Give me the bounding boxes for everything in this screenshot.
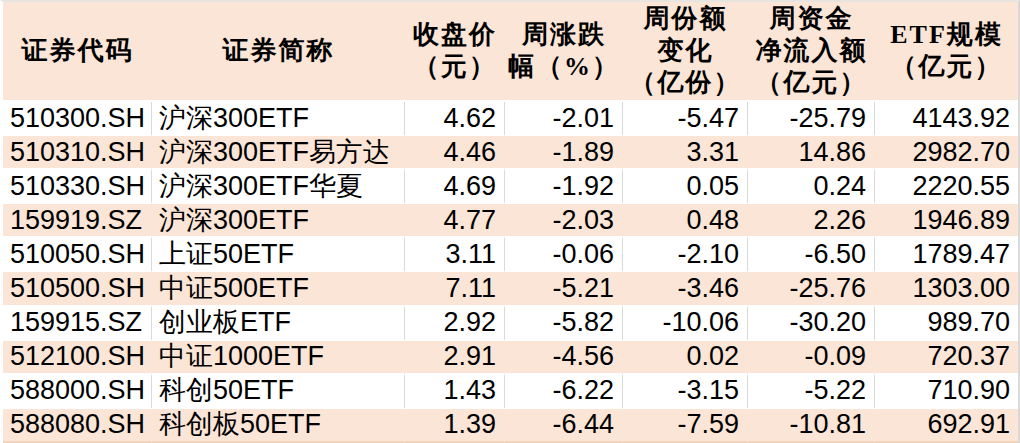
cell-close: 2.91 — [405, 341, 505, 375]
table-row: 510500.SH 中证500ETF 7.11 -5.21 -3.46 -25.… — [3, 272, 1018, 306]
column-header-code: 证券代码 — [3, 2, 152, 102]
cell-share-change: -5.47 — [623, 102, 748, 136]
cell-change-pct: -6.44 — [505, 409, 623, 443]
column-header-net-inflow: 周资金 净流入额 （亿元） — [748, 2, 875, 102]
cell-change-pct: -2.03 — [505, 204, 623, 238]
table-row: 588000.SH 科创50ETF 1.43 -6.22 -3.15 -5.22… — [3, 375, 1018, 409]
cell-name: 科创板50ETF — [152, 409, 405, 443]
cell-change-pct: -6.22 — [505, 375, 623, 409]
cell-code: 510310.SH — [3, 136, 152, 170]
table-row: 159915.SZ 创业板ETF 2.92 -5.82 -10.06 -30.2… — [3, 307, 1018, 341]
cell-change-pct: -5.21 — [505, 272, 623, 306]
cell-name: 创业板ETF — [152, 307, 405, 341]
cell-close: 3.11 — [405, 238, 505, 272]
table-row: 512100.SH 中证1000ETF 2.91 -4.56 0.02 -0.0… — [3, 341, 1018, 375]
cell-close: 4.46 — [405, 136, 505, 170]
etf-table-header: 证券代码 证券简称 收盘价 （元） 周涨跌 幅（%） 周份额 变化 （亿份） 周… — [3, 2, 1018, 102]
cell-net-inflow: -6.50 — [748, 238, 875, 272]
table-row: 510310.SH 沪深300ETF易方达 4.46 -1.89 3.31 14… — [3, 136, 1018, 170]
table-row: 510300.SH 沪深300ETF 4.62 -2.01 -5.47 -25.… — [3, 102, 1018, 136]
column-header-name: 证券简称 — [152, 2, 405, 102]
cell-code: 159915.SZ — [3, 307, 152, 341]
column-header-share-change: 周份额 变化 （亿份） — [623, 2, 748, 102]
cell-share-change: 3.31 — [623, 136, 748, 170]
cell-name: 中证500ETF — [152, 272, 405, 306]
cell-change-pct: -5.82 — [505, 307, 623, 341]
cell-net-inflow: -25.79 — [748, 102, 875, 136]
cell-close: 4.69 — [405, 170, 505, 204]
cell-share-change: 0.48 — [623, 204, 748, 238]
cell-etf-scale: 1946.89 — [875, 204, 1018, 238]
cell-etf-scale: 1789.47 — [875, 238, 1018, 272]
cell-code: 510050.SH — [3, 238, 152, 272]
cell-close: 1.43 — [405, 375, 505, 409]
cell-name: 沪深300ETF — [152, 204, 405, 238]
column-header-change-pct: 周涨跌 幅（%） — [505, 2, 623, 102]
cell-etf-scale: 692.91 — [875, 409, 1018, 443]
cell-name: 科创50ETF — [152, 375, 405, 409]
cell-change-pct: -4.56 — [505, 341, 623, 375]
cell-close: 1.39 — [405, 409, 505, 443]
cell-name: 中证1000ETF — [152, 341, 405, 375]
cell-etf-scale: 2220.55 — [875, 170, 1018, 204]
column-header-close: 收盘价 （元） — [405, 2, 505, 102]
cell-code: 588080.SH — [3, 409, 152, 443]
cell-change-pct: -1.89 — [505, 136, 623, 170]
table-row: 159919.SZ 沪深300ETF 4.77 -2.03 0.48 2.26 … — [3, 204, 1018, 238]
cell-close: 4.62 — [405, 102, 505, 136]
cell-etf-scale: 989.70 — [875, 307, 1018, 341]
cell-code: 510300.SH — [3, 102, 152, 136]
cell-share-change: 0.05 — [623, 170, 748, 204]
cell-net-inflow: 14.86 — [748, 136, 875, 170]
cell-code: 512100.SH — [3, 341, 152, 375]
table-row: 510330.SH 沪深300ETF华夏 4.69 -1.92 0.05 0.2… — [3, 170, 1018, 204]
header-row: 证券代码 证券简称 收盘价 （元） 周涨跌 幅（%） 周份额 变化 （亿份） 周… — [3, 2, 1018, 102]
cell-change-pct: -1.92 — [505, 170, 623, 204]
cell-code: 510330.SH — [3, 170, 152, 204]
cell-change-pct: -2.01 — [505, 102, 623, 136]
etf-table-body: 510300.SH 沪深300ETF 4.62 -2.01 -5.47 -25.… — [3, 102, 1018, 443]
cell-code: 588000.SH — [3, 375, 152, 409]
cell-share-change: 0.02 — [623, 341, 748, 375]
cell-etf-scale: 4143.92 — [875, 102, 1018, 136]
etf-table-container: 证券代码 证券简称 收盘价 （元） 周涨跌 幅（%） 周份额 变化 （亿份） 周… — [0, 0, 1020, 443]
cell-change-pct: -0.06 — [505, 238, 623, 272]
cell-etf-scale: 1303.00 — [875, 272, 1018, 306]
table-row: 510050.SH 上证50ETF 3.11 -0.06 -2.10 -6.50… — [3, 238, 1018, 272]
cell-net-inflow: -10.81 — [748, 409, 875, 443]
cell-share-change: -10.06 — [623, 307, 748, 341]
cell-name: 沪深300ETF华夏 — [152, 170, 405, 204]
cell-close: 4.77 — [405, 204, 505, 238]
cell-close: 7.11 — [405, 272, 505, 306]
column-header-etf-scale: ETF规模 （亿元） — [875, 2, 1018, 102]
cell-net-inflow: 0.24 — [748, 170, 875, 204]
cell-name: 沪深300ETF — [152, 102, 405, 136]
table-row: 588080.SH 科创板50ETF 1.39 -6.44 -7.59 -10.… — [3, 409, 1018, 443]
cell-net-inflow: 2.26 — [748, 204, 875, 238]
cell-name: 上证50ETF — [152, 238, 405, 272]
cell-share-change: -7.59 — [623, 409, 748, 443]
cell-close: 2.92 — [405, 307, 505, 341]
cell-share-change: -3.46 — [623, 272, 748, 306]
cell-net-inflow: -30.20 — [748, 307, 875, 341]
etf-table: 证券代码 证券简称 收盘价 （元） 周涨跌 幅（%） 周份额 变化 （亿份） 周… — [0, 0, 1020, 443]
cell-share-change: -3.15 — [623, 375, 748, 409]
cell-name: 沪深300ETF易方达 — [152, 136, 405, 170]
cell-etf-scale: 710.90 — [875, 375, 1018, 409]
cell-net-inflow: -5.22 — [748, 375, 875, 409]
cell-net-inflow: -25.76 — [748, 272, 875, 306]
cell-net-inflow: -0.09 — [748, 341, 875, 375]
cell-etf-scale: 2982.70 — [875, 136, 1018, 170]
cell-code: 510500.SH — [3, 272, 152, 306]
cell-etf-scale: 720.37 — [875, 341, 1018, 375]
cell-code: 159919.SZ — [3, 204, 152, 238]
cell-share-change: -2.10 — [623, 238, 748, 272]
